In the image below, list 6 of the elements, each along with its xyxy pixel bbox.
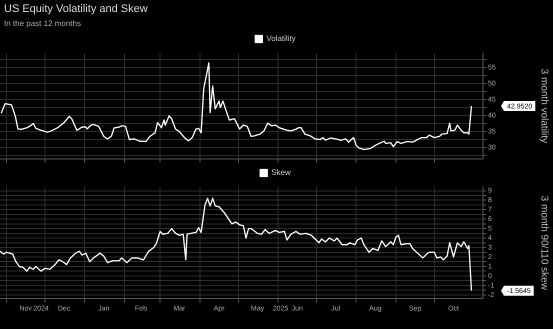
chart-title: US Equity Volatility and Skew xyxy=(4,3,149,16)
legend-label: Volatility xyxy=(266,34,296,44)
y-axis-title: 3 month volatility xyxy=(538,68,550,144)
legend-label: Skew xyxy=(271,168,292,178)
chart-subtitle: In the past 12 months xyxy=(4,19,82,29)
y-axis-title: 3 month 90/110 skew xyxy=(538,196,550,291)
